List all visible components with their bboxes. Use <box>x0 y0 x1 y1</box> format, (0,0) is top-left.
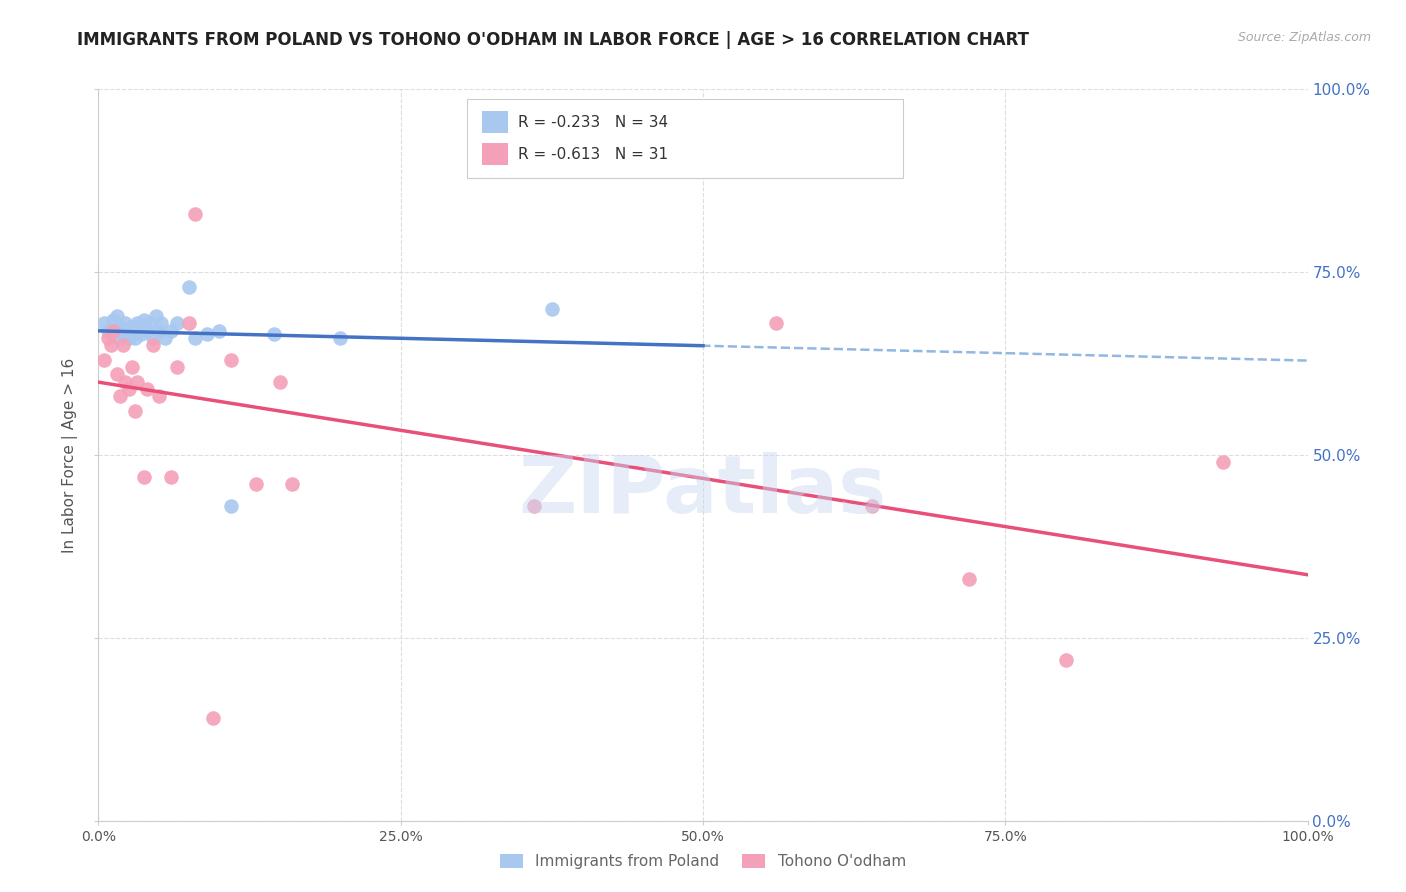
Text: ZIPatlas: ZIPatlas <box>519 452 887 531</box>
Point <box>540 301 562 316</box>
Point <box>221 499 243 513</box>
Y-axis label: In Labor Force | Age > 16: In Labor Force | Age > 16 <box>62 358 79 552</box>
Point <box>101 324 124 338</box>
Point <box>138 316 160 330</box>
Point <box>108 331 131 345</box>
Point <box>221 352 243 367</box>
Point <box>114 375 136 389</box>
Point <box>166 360 188 375</box>
Point <box>108 319 131 334</box>
Point <box>1212 455 1234 469</box>
Point <box>101 312 124 326</box>
Point <box>135 324 157 338</box>
Point <box>118 324 141 338</box>
Point <box>329 331 352 345</box>
Point <box>97 324 120 338</box>
Point <box>114 316 136 330</box>
Point <box>148 389 170 403</box>
Point <box>142 331 165 345</box>
Point <box>134 312 156 326</box>
Point <box>195 327 218 342</box>
Point <box>93 316 115 330</box>
Point <box>160 470 183 484</box>
Point <box>111 338 134 352</box>
Point <box>127 375 149 389</box>
Point <box>108 389 131 403</box>
Point <box>765 316 787 330</box>
Point <box>523 499 546 513</box>
Point <box>160 324 183 338</box>
Point <box>184 331 207 345</box>
Point <box>245 477 267 491</box>
Text: Source: ZipAtlas.com: Source: ZipAtlas.com <box>1237 31 1371 45</box>
Point <box>281 477 304 491</box>
Text: R = -0.233   N = 34: R = -0.233 N = 34 <box>517 114 668 129</box>
Point <box>142 338 165 352</box>
Point <box>129 327 152 342</box>
Point <box>135 382 157 396</box>
Point <box>124 319 146 334</box>
Point <box>145 309 167 323</box>
Point <box>179 316 201 330</box>
Point <box>957 572 980 586</box>
Point <box>127 316 149 330</box>
Point <box>166 316 188 330</box>
Bar <box>482 112 509 133</box>
Point <box>93 352 115 367</box>
Legend: Immigrants from Poland, Tohono O'odham: Immigrants from Poland, Tohono O'odham <box>494 848 912 875</box>
Point <box>150 316 173 330</box>
Text: IMMIGRANTS FROM POLAND VS TOHONO O'ODHAM IN LABOR FORCE | AGE > 16 CORRELATION C: IMMIGRANTS FROM POLAND VS TOHONO O'ODHAM… <box>77 31 1029 49</box>
Point <box>111 327 134 342</box>
Point <box>202 711 225 725</box>
Point <box>179 279 201 293</box>
Point <box>121 319 143 334</box>
Text: R = -0.613   N = 31: R = -0.613 N = 31 <box>517 147 668 161</box>
FancyBboxPatch shape <box>467 99 903 178</box>
Point <box>97 331 120 345</box>
Point <box>121 360 143 375</box>
Point <box>124 404 146 418</box>
Point <box>100 338 122 352</box>
Point <box>134 470 156 484</box>
Point <box>263 327 285 342</box>
Point <box>184 206 207 220</box>
Point <box>105 309 128 323</box>
Point <box>118 331 141 345</box>
Point <box>153 331 176 345</box>
Point <box>105 368 128 382</box>
Point <box>860 499 883 513</box>
Point <box>208 324 231 338</box>
Point <box>124 331 146 345</box>
Point <box>1054 653 1077 667</box>
Point <box>114 324 136 338</box>
Point <box>118 382 141 396</box>
Point <box>269 375 291 389</box>
Point <box>148 324 170 338</box>
Bar <box>482 144 509 165</box>
